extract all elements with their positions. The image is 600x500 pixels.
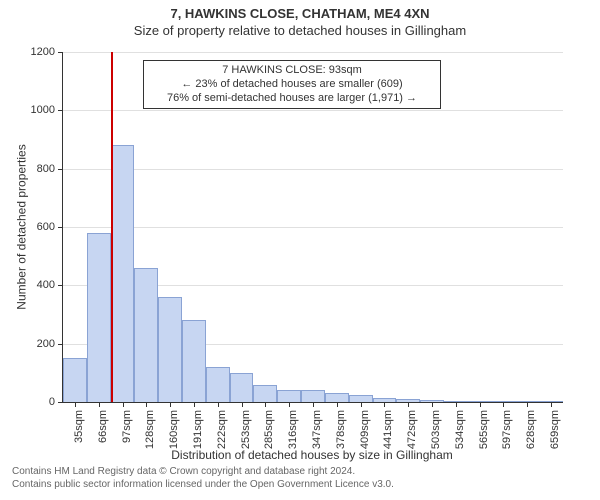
xtick-label: 128sqm <box>144 410 156 449</box>
xtick-mark <box>432 402 433 407</box>
xtick-label: 347sqm <box>311 410 323 449</box>
xtick-label: 534sqm <box>454 410 466 449</box>
histogram-bar <box>253 385 277 403</box>
gridline <box>63 227 563 228</box>
xtick-label: 409sqm <box>359 410 371 449</box>
xtick-label: 66sqm <box>97 410 109 443</box>
xtick-mark <box>170 402 171 407</box>
histogram-bar <box>134 268 158 402</box>
xtick-label: 597sqm <box>501 410 513 449</box>
xtick-label: 222sqm <box>216 410 228 449</box>
xtick-mark <box>384 402 385 407</box>
chart-container: { "header": { "address": "7, HAWKINS CLO… <box>0 0 600 500</box>
gridline <box>63 169 563 170</box>
xtick-mark <box>123 402 124 407</box>
xtick-label: 191sqm <box>192 410 204 449</box>
histogram-bar <box>87 233 111 402</box>
xtick-mark <box>194 402 195 407</box>
ytick-label: 0 <box>49 396 63 408</box>
ytick-label: 600 <box>37 221 63 233</box>
xtick-mark <box>242 402 243 407</box>
annotation-line-3: 76% of semi-detached houses are larger (… <box>152 92 432 106</box>
xtick-label: 160sqm <box>168 410 180 449</box>
plot-area: 02004006008001000120035sqm66sqm97sqm128s… <box>62 52 563 403</box>
xtick-mark <box>527 402 528 407</box>
histogram-bar <box>182 320 206 402</box>
annotation-line-2: ← 23% of detached houses are smaller (60… <box>152 78 432 92</box>
ytick-label: 1200 <box>31 46 63 58</box>
xtick-label: 441sqm <box>382 410 394 449</box>
address-title: 7, HAWKINS CLOSE, CHATHAM, ME4 4XN <box>0 0 600 21</box>
chart-subtitle: Size of property relative to detached ho… <box>0 21 600 38</box>
xtick-mark <box>313 402 314 407</box>
xtick-mark <box>480 402 481 407</box>
gridline <box>63 110 563 111</box>
xtick-mark <box>337 402 338 407</box>
property-marker-line <box>111 52 113 402</box>
x-axis-label: Distribution of detached houses by size … <box>62 448 562 462</box>
histogram-bar <box>230 373 254 402</box>
xtick-mark <box>289 402 290 407</box>
ytick-label: 200 <box>37 338 63 350</box>
ytick-label: 1000 <box>31 104 63 116</box>
footer-line-2: Contains public sector information licen… <box>12 479 588 492</box>
histogram-bar <box>111 145 135 402</box>
histogram-bar <box>63 358 87 402</box>
histogram-bar <box>325 393 349 402</box>
xtick-label: 253sqm <box>240 410 252 449</box>
histogram-bar <box>158 297 182 402</box>
gridline <box>63 52 563 53</box>
xtick-mark <box>408 402 409 407</box>
xtick-mark <box>75 402 76 407</box>
xtick-mark <box>146 402 147 407</box>
ytick-label: 800 <box>37 163 63 175</box>
xtick-label: 285sqm <box>263 410 275 449</box>
histogram-bar <box>206 367 230 402</box>
histogram-bar <box>349 395 373 402</box>
xtick-mark <box>99 402 100 407</box>
footer-line-1: Contains HM Land Registry data © Crown c… <box>12 466 588 479</box>
xtick-label: 35sqm <box>73 410 85 443</box>
xtick-label: 565sqm <box>478 410 490 449</box>
xtick-label: 503sqm <box>430 410 442 449</box>
xtick-label: 378sqm <box>335 410 347 449</box>
xtick-label: 659sqm <box>549 410 561 449</box>
y-axis-label: Number of detached properties <box>15 144 29 309</box>
xtick-mark <box>361 402 362 407</box>
xtick-mark <box>503 402 504 407</box>
xtick-mark <box>218 402 219 407</box>
xtick-label: 97sqm <box>121 410 133 443</box>
xtick-label: 316sqm <box>287 410 299 449</box>
histogram-bar <box>301 390 325 402</box>
footer: Contains HM Land Registry data © Crown c… <box>12 466 588 491</box>
annotation-box: 7 HAWKINS CLOSE: 93sqm← 23% of detached … <box>143 60 441 109</box>
annotation-line-1: 7 HAWKINS CLOSE: 93sqm <box>152 64 432 78</box>
histogram-bar <box>277 390 301 402</box>
xtick-label: 472sqm <box>406 410 418 449</box>
y-axis-label-container: Number of detached properties <box>14 52 30 402</box>
ytick-label: 400 <box>37 279 63 291</box>
xtick-label: 628sqm <box>525 410 537 449</box>
xtick-mark <box>551 402 552 407</box>
xtick-mark <box>456 402 457 407</box>
xtick-mark <box>265 402 266 407</box>
